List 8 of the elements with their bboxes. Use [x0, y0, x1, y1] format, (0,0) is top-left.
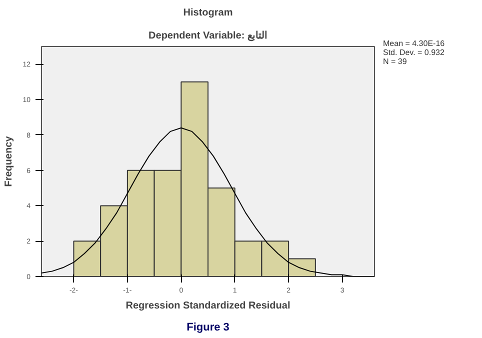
text: Std. Dev. = 0.932	[383, 48, 444, 57]
chart-subtitle: Dependent Variable: التابع	[148, 30, 268, 42]
x-axis-title: Regression Standardized Residual	[126, 300, 290, 312]
text: N = 39	[383, 56, 407, 66]
y-axis-title: Frequency	[4, 136, 15, 187]
chart-title: Histogram	[183, 8, 233, 18]
caption: Figure 3	[186, 322, 230, 334]
text: Mean = 4.30E-16	[383, 39, 445, 48]
